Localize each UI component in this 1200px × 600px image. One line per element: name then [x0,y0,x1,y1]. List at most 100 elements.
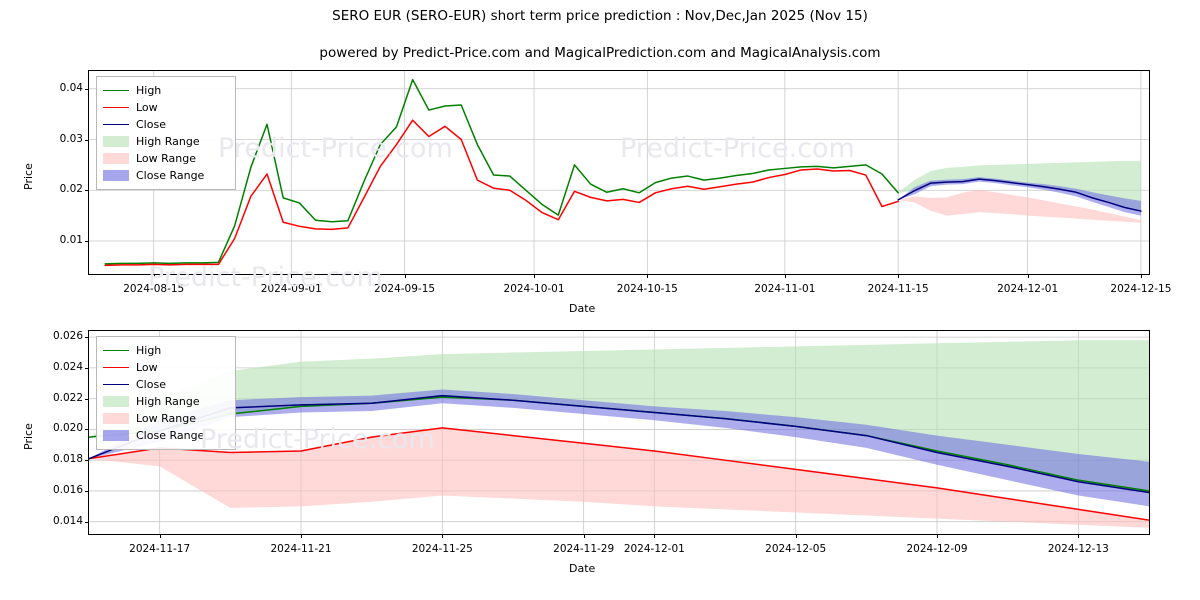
legend-label: High Range [136,395,200,408]
legend-item: High [103,342,228,359]
x-tick-mark [404,274,406,278]
x-tick-mark [795,534,797,538]
y-tick-mark [85,88,89,90]
top-y-axis-label: Price [22,163,35,190]
x-tick-label: 2024-10-15 [616,283,678,295]
y-tick-label: 0.04 [59,81,83,94]
legend-swatch [103,102,129,113]
page-subtitle: powered by Predict-Price.com and Magical… [319,45,881,61]
y-tick-label: 0.022 [52,391,83,404]
x-tick-mark [654,534,656,538]
legend-label: Close Range [136,429,205,442]
x-tick-mark [784,274,786,278]
x-tick-label: 2024-12-09 [906,543,968,555]
legend-item: Low Range [103,150,228,167]
bottom-y-axis-label: Price [22,423,35,450]
legend-swatch [103,430,129,441]
legend-label: Low [136,101,158,114]
watermark: Predict-Price.com [200,424,435,455]
legend-swatch [103,396,129,407]
legend-item: High Range [103,133,228,150]
y-tick-mark [85,490,89,492]
legend-swatch [103,85,129,96]
x-tick-mark [1027,274,1029,278]
legend-item: Low Range [103,410,228,427]
legend-label: High Range [136,135,200,148]
y-tick-label: 0.020 [52,422,83,435]
top-x-axis-label: Date [569,302,596,315]
y-tick-label: 0.03 [59,132,83,145]
y-tick-mark [85,190,89,192]
x-tick-mark [442,534,444,538]
x-tick-label: 2024-11-25 [411,543,473,555]
x-tick-label: 2024-12-13 [1047,543,1109,555]
bottom-x-axis-label: Date [569,562,596,575]
top-plot-area [88,70,1150,275]
y-tick-mark [85,367,89,369]
legend-swatch [103,362,129,373]
legend-item: Close [103,116,228,133]
x-tick-mark [291,274,293,278]
y-tick-mark [85,429,89,431]
legend-label: Close [136,118,166,131]
page-title: SERO EUR (SERO-EUR) short term price pre… [332,8,868,24]
legend-swatch [103,153,129,164]
y-tick-mark [85,337,89,339]
x-tick-label: 2024-11-15 [867,283,929,295]
legend-swatch [103,413,129,424]
legend-label: High [136,344,162,357]
y-tick-label: 0.026 [52,330,83,343]
legend-item: Close Range [103,427,228,444]
y-tick-label: 0.024 [52,360,83,373]
x-tick-mark [583,534,585,538]
y-tick-mark [85,139,89,141]
legend-swatch [103,170,129,181]
y-tick-label: 0.018 [52,453,83,466]
legend-item: High [103,82,228,99]
x-tick-mark [301,534,302,538]
x-tick-mark [1078,534,1080,538]
x-tick-label: 2024-11-01 [754,283,816,295]
legend-label: Close Range [136,169,205,182]
legend-item: Low [103,99,228,116]
legend-label: Low Range [136,412,197,425]
x-tick-mark [534,274,536,278]
x-tick-label: 2024-09-01 [260,283,322,295]
x-tick-mark [1140,274,1142,278]
x-tick-mark [647,274,649,278]
x-tick-label: 2024-10-01 [503,283,565,295]
y-tick-label: 0.02 [59,183,83,196]
legend-item: Low [103,359,228,376]
x-tick-label: 2024-12-05 [765,543,827,555]
legend-label: High [136,84,162,97]
bottom-legend: High Low Close High Range Low Range Close Ran… [96,336,236,450]
y-tick-mark [85,460,89,462]
x-tick-label: 2024-11-21 [270,543,332,555]
watermark: Predict-Price.com [148,262,383,293]
x-tick-label: 2024-12-01 [623,543,685,555]
x-tick-mark [153,274,155,278]
x-tick-label: 2024-11-29 [553,543,615,555]
y-tick-mark [85,398,89,400]
watermark: Predict-Price.com [218,133,453,164]
y-tick-label: 0.014 [52,514,83,527]
legend-swatch [103,379,129,390]
bottom-plot-area [88,330,1150,535]
legend-swatch [103,136,129,147]
x-tick-label: 2024-12-01 [997,283,1059,295]
legend-item: Close [103,376,228,393]
y-tick-mark [85,521,89,523]
legend-label: Low Range [136,152,197,165]
legend-swatch [103,345,129,356]
legend-item: High Range [103,393,228,410]
x-tick-label: 2024-12-15 [1110,283,1172,295]
legend-label: Low [136,361,158,374]
y-tick-label: 0.01 [59,234,83,246]
x-tick-mark [898,274,900,278]
x-tick-label: 2024-11-17 [129,543,191,555]
y-tick-mark [85,241,89,242]
y-tick-label: 0.016 [52,483,83,496]
watermark: Predict-Price.com [620,133,855,164]
legend-label: Close [136,378,166,391]
